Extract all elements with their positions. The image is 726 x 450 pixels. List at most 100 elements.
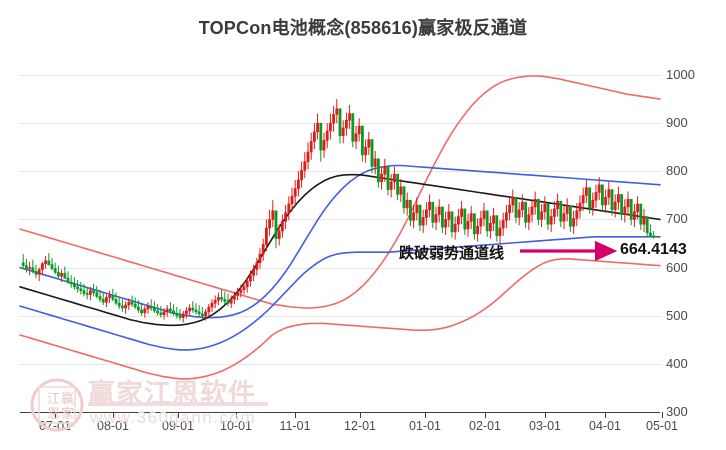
- watermark-seal-icon: 江 赢 恩 家: [30, 378, 84, 432]
- candlestick: [607, 181, 611, 205]
- candlestick: [623, 199, 627, 223]
- candlestick: [629, 198, 633, 226]
- gridline: [20, 363, 660, 365]
- candlestick: [319, 122, 323, 162]
- y-axis-tick-label: 700: [666, 211, 688, 227]
- candlestick: [479, 210, 483, 234]
- candlestick: [149, 299, 153, 311]
- candlestick: [226, 293, 230, 307]
- candlestick: [284, 204, 288, 230]
- x-axis-tick: [295, 412, 296, 418]
- candlestick: [364, 139, 368, 163]
- candlestick: [405, 192, 409, 216]
- candlestick: [642, 208, 646, 232]
- watermark-bar: [88, 402, 268, 406]
- candlestick: [312, 123, 316, 150]
- candlestick: [597, 177, 601, 201]
- svg-text:家: 家: [61, 406, 74, 421]
- candlestick: [293, 179, 297, 205]
- candlestick: [242, 282, 246, 295]
- channel-band-line: [19, 258, 661, 380]
- candlestick: [450, 211, 454, 238]
- candlestick: [616, 186, 620, 210]
- candlestick: [265, 219, 268, 252]
- candlestick: [556, 193, 560, 217]
- x-axis-tick: [662, 412, 663, 418]
- x-axis-tick-label: 05-01: [646, 419, 678, 433]
- x-axis-tick-label: 08-01: [97, 419, 129, 433]
- candlestick: [632, 204, 636, 228]
- candlestick: [546, 203, 550, 231]
- x-axis-tick-label: 09-01: [162, 419, 194, 433]
- x-axis-tick-label: 03-01: [529, 419, 561, 433]
- candlestick: [351, 113, 355, 148]
- candlestick: [114, 292, 118, 306]
- candlestick: [213, 295, 217, 309]
- candlestick: [565, 198, 569, 222]
- candlestick: [604, 189, 608, 213]
- candlestick: [396, 173, 400, 201]
- candlestick: [233, 291, 236, 305]
- y-axis-tick-label: 300: [666, 404, 688, 419]
- candlestick: [258, 248, 262, 269]
- gridline: [20, 75, 660, 76]
- candlestick: [533, 191, 537, 215]
- gridline: [20, 171, 660, 173]
- candlestick: [316, 113, 320, 140]
- candlestick: [296, 171, 300, 197]
- candlestick: [504, 204, 508, 229]
- candlestick: [217, 292, 220, 306]
- candlestick: [348, 104, 352, 129]
- candlestick: [476, 218, 480, 242]
- candlestick: [236, 287, 240, 301]
- candlestick: [140, 303, 144, 316]
- x-axis-tick: [55, 412, 56, 418]
- candlestick: [562, 205, 566, 230]
- x-axis-tick-label: 11-01: [279, 419, 311, 433]
- candlestick: [386, 166, 390, 196]
- candlestick: [540, 204, 544, 228]
- candlestick: [520, 194, 524, 218]
- candlestick: [389, 174, 393, 198]
- candlestick: [47, 253, 51, 266]
- candlestick: [357, 118, 361, 142]
- candlestick: [613, 194, 617, 218]
- candlestick: [517, 202, 521, 226]
- candlestick: [370, 139, 374, 174]
- candlestick: [162, 308, 166, 320]
- candlestick: [376, 158, 380, 188]
- watermark-brand: 赢家江恩软件: [88, 379, 256, 409]
- svg-text:江: 江: [47, 391, 60, 406]
- candlestick: [325, 123, 329, 149]
- candlestick: [60, 269, 64, 283]
- channel-band-line: [19, 75, 661, 309]
- candlestick: [124, 301, 128, 314]
- candlestick: [143, 306, 147, 318]
- candlestick: [447, 204, 451, 228]
- candlestick: [287, 196, 291, 221]
- svg-text:赢: 赢: [61, 391, 74, 406]
- page-title: TOPCon电池概念(858616)赢家极反通道: [198, 18, 528, 38]
- candlestick: [255, 257, 259, 276]
- candlestick: [588, 187, 592, 214]
- candlestick: [95, 285, 99, 299]
- candlestick: [498, 220, 502, 244]
- candlestick: [418, 204, 422, 231]
- candlestick: [188, 304, 192, 316]
- y-axis-tick-label: 400: [666, 355, 688, 371]
- candlestick: [98, 289, 102, 303]
- candlestick: [492, 207, 496, 231]
- x-axis-tick: [178, 412, 179, 418]
- x-axis-tick: [360, 412, 361, 418]
- candlestick: [536, 198, 540, 226]
- x-axis-tick-label: 12-01: [344, 419, 376, 433]
- candlestick: [271, 200, 275, 228]
- candlestick: [223, 291, 227, 305]
- candlestick: [303, 152, 307, 179]
- candlestick: [159, 306, 163, 318]
- candlestick: [25, 258, 28, 273]
- candlestick: [153, 301, 156, 313]
- candlestick: [53, 262, 57, 275]
- x-axis-tick-label: 04-01: [589, 419, 621, 433]
- candlestick: [185, 307, 188, 319]
